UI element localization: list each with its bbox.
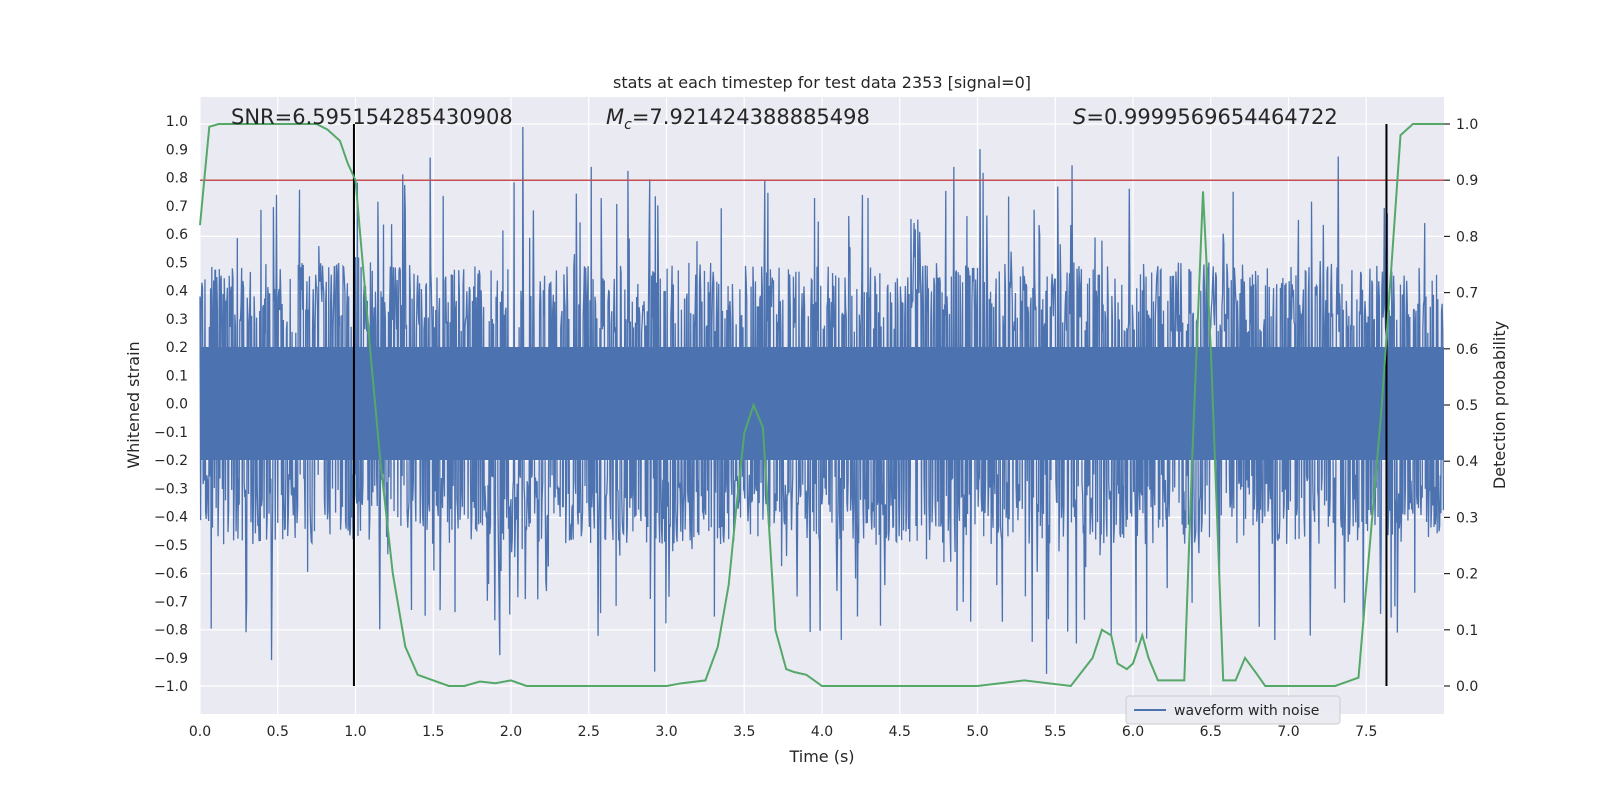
y2-tick-label: 0.5 <box>1456 398 1478 414</box>
x-tick-label: 6.5 <box>1200 724 1222 740</box>
chirp-mass-value: =7.921424388885498 <box>632 105 870 129</box>
y-tick-label: 0.4 <box>166 284 188 300</box>
chirp-mass-subscript: c <box>624 117 632 133</box>
y-tick-label: 0.0 <box>166 397 188 413</box>
y-tick-label: −0.1 <box>154 425 188 441</box>
x-tick-label: 3.5 <box>733 724 755 740</box>
x-tick-label: 7.0 <box>1277 724 1299 740</box>
y-tick-label: 0.1 <box>166 368 188 384</box>
y-tick-label: −1.0 <box>154 679 188 695</box>
x-tick-label: 1.0 <box>344 724 366 740</box>
x-tick-label: 6.0 <box>1122 724 1144 740</box>
y-tick-label: 0.3 <box>166 312 188 328</box>
y2-tick-label: 0.9 <box>1456 173 1478 189</box>
x-tick-label: 5.0 <box>966 724 988 740</box>
s-symbol: S <box>1073 105 1086 129</box>
y-tick-label: 0.2 <box>166 340 188 356</box>
y2-tick-label: 1.0 <box>1456 117 1478 133</box>
waveform-line <box>199 127 1445 674</box>
s-value: =0.9999569654464722 <box>1086 105 1337 129</box>
y-tick-label: −0.3 <box>154 481 188 497</box>
y-tick-label: −0.9 <box>154 651 188 667</box>
y-tick-label: −0.2 <box>154 453 188 469</box>
y2-tick-label: 0.1 <box>1456 623 1478 639</box>
y-axis-ticks: 1.0 0.9 0.8 0.7 0.6 0.5 0.4 0.3 0.2 0.1 0.0 −0.1 −0.… <box>154 114 188 695</box>
x-tick-label: 0.0 <box>189 724 211 740</box>
chart-title: stats at each timestep for test data 235… <box>613 73 1031 92</box>
y2-tick-label: 0.3 <box>1456 510 1478 526</box>
x-tick-label: 4.5 <box>889 724 911 740</box>
y2-axis-label: Detection probability <box>1490 321 1509 489</box>
x-tick-label: 2.5 <box>578 724 600 740</box>
chirp-mass-annotation: Mc=7.921424388885498 <box>606 105 870 133</box>
waveform-series <box>199 127 1445 674</box>
y2-tick-label: 0.7 <box>1456 286 1478 302</box>
y2-tick-label: 0.2 <box>1456 567 1478 583</box>
y-tick-label: 1.0 <box>166 114 188 130</box>
y-tick-label: −0.4 <box>154 510 188 526</box>
x-tick-label: 0.5 <box>267 724 289 740</box>
y2-tick-label: 0.0 <box>1456 679 1478 695</box>
y-tick-label: 0.5 <box>166 255 188 271</box>
x-tick-label: 3.0 <box>655 724 677 740</box>
y2-axis-ticks: 1.0 0.9 0.8 0.7 0.6 0.5 0.4 0.3 0.2 0.1 0.0 <box>1444 117 1478 695</box>
y2-tick-label: 0.4 <box>1456 454 1478 470</box>
s-annotation: S=0.9999569654464722 <box>1073 105 1338 129</box>
y-tick-label: 0.9 <box>166 142 188 158</box>
chirp-mass-symbol: M <box>606 105 624 129</box>
y-tick-label: −0.6 <box>154 566 188 582</box>
x-axis-ticks: 0.0 0.5 1.0 1.5 2.0 2.5 3.0 3.5 4.0 4.5 5.0 5.5 6.0 6… <box>189 724 1378 740</box>
legend-label: waveform with noise <box>1174 703 1319 719</box>
x-tick-label: 7.5 <box>1355 724 1377 740</box>
legend: waveform with noise <box>1125 695 1341 725</box>
y-axis-label: Whitened strain <box>124 341 143 468</box>
x-tick-label: 4.0 <box>811 724 833 740</box>
y-tick-label: 0.6 <box>166 227 188 243</box>
x-tick-label: 5.5 <box>1044 724 1066 740</box>
x-tick-label: 1.5 <box>422 724 444 740</box>
event-lines <box>352 124 1388 686</box>
y-tick-label: 0.7 <box>166 199 188 215</box>
detection-probability-line <box>199 123 1444 688</box>
x-axis-label: Time (s) <box>788 747 854 766</box>
y2-tick-label: 0.6 <box>1456 342 1478 358</box>
y-tick-label: 0.8 <box>166 171 188 187</box>
x-tick-label: 2.0 <box>500 724 522 740</box>
y-tick-label: −0.5 <box>154 538 188 554</box>
snr-annotation: SNR=6.595154285430908 <box>231 105 513 129</box>
y-tick-label: −0.8 <box>154 623 188 639</box>
y2-tick-label: 0.8 <box>1456 229 1478 245</box>
y-tick-label: −0.7 <box>154 594 188 610</box>
